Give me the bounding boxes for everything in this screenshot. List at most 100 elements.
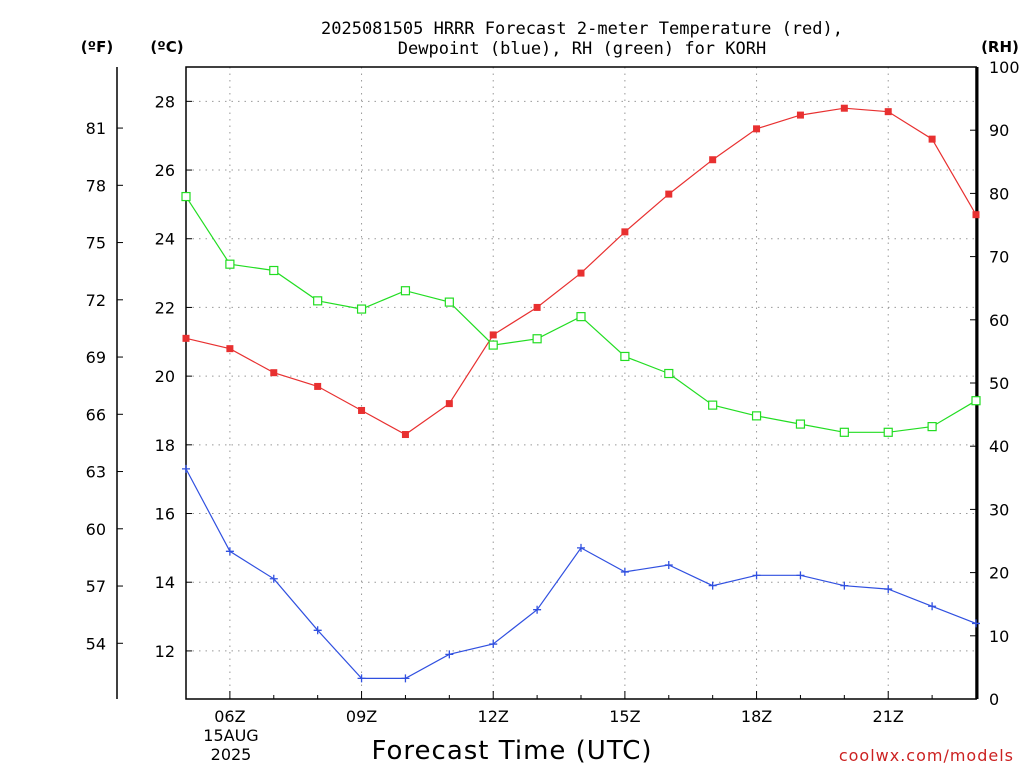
rh-tick-label: 90 xyxy=(989,121,1009,140)
x-tick-label: 06Z xyxy=(214,707,245,726)
celsius-tick-label: 20 xyxy=(155,367,175,386)
temperature-point xyxy=(182,334,190,342)
rh-point xyxy=(620,351,630,362)
rh-point xyxy=(400,286,411,296)
fahrenheit-tick-label: 75 xyxy=(86,234,106,253)
dewpoint-point xyxy=(401,674,410,683)
dewpoint-point xyxy=(533,605,542,614)
temperature-point xyxy=(840,104,848,112)
temperature-point xyxy=(533,303,541,311)
x-tick-label: 15Z xyxy=(609,707,640,726)
x-axis-title: Forecast Time (UTC) xyxy=(371,736,652,766)
temperature-point xyxy=(621,228,629,236)
rh-tick-label: 100 xyxy=(989,58,1020,77)
x-tick-label: 09Z xyxy=(346,707,377,726)
dewpoint-point xyxy=(752,571,761,580)
rh-point xyxy=(576,312,586,322)
x-date-label-year: 2025 xyxy=(211,745,252,764)
dewpoint-point xyxy=(182,464,190,473)
temperature-point xyxy=(709,156,717,164)
rh-point xyxy=(225,259,235,269)
temperature-point xyxy=(401,431,409,439)
rh-tick-label: 50 xyxy=(989,374,1009,393)
dewpoint-point xyxy=(357,674,366,683)
dewpoint-point xyxy=(620,567,629,576)
celsius-tick-label: 28 xyxy=(155,92,175,111)
temperature-point xyxy=(972,211,980,219)
fahrenheit-tick-label: 81 xyxy=(86,119,106,138)
fahrenheit-tick-label: 66 xyxy=(86,405,106,424)
chart-title-line2: Dewpoint (blue), RH (green) for KORH xyxy=(398,39,766,59)
rh-tick-label: 30 xyxy=(989,500,1009,519)
celsius-tick-label: 16 xyxy=(155,505,175,524)
dewpoint-point xyxy=(664,561,673,570)
rh-tick-label: 60 xyxy=(989,311,1009,330)
rh-point xyxy=(927,422,937,432)
temperature-point xyxy=(314,382,322,390)
dewpoint-point xyxy=(708,581,717,590)
fahrenheit-tick-label: 78 xyxy=(86,176,106,195)
rh-point xyxy=(971,396,981,406)
dewpoint-point xyxy=(445,650,454,659)
temperature-point xyxy=(665,190,673,198)
rh-point xyxy=(488,340,498,350)
rh-point xyxy=(708,400,718,410)
temperature-point xyxy=(796,111,804,119)
celsius-tick-label: 18 xyxy=(155,436,175,455)
rh-tick-label: 20 xyxy=(989,564,1009,583)
x-date-label-day: 15AUG xyxy=(203,726,258,745)
dewpoint-line xyxy=(185,468,977,680)
rh-point xyxy=(664,368,674,379)
dewpoint-point xyxy=(269,574,278,583)
fahrenheit-tick-label: 72 xyxy=(86,291,106,310)
dewpoint-point xyxy=(489,640,498,649)
fahrenheit-tick-label: 69 xyxy=(86,348,106,367)
dewpoint-point xyxy=(225,547,234,556)
rh-tick-label: 40 xyxy=(989,437,1009,456)
rh-tick-label: 10 xyxy=(989,627,1009,646)
celsius-tick-label: 22 xyxy=(155,298,175,317)
rh-point xyxy=(751,411,762,421)
dewpoint-point xyxy=(928,602,937,611)
dewpoint-point xyxy=(884,585,893,594)
rh-point xyxy=(532,334,542,344)
axis-ticks: 12 14 16 18 20 22 24 26 28 54 57 60 63 66 69 72 75 78 81 0 1… xyxy=(86,58,1020,726)
fahrenheit-tick-label: 54 xyxy=(86,634,106,653)
temperature-point xyxy=(884,108,892,116)
celsius-tick-label: 24 xyxy=(155,230,175,249)
dewpoint-point xyxy=(972,619,980,628)
dewpoint-point xyxy=(577,543,585,552)
data-series xyxy=(181,104,981,683)
rh-tick-label: 70 xyxy=(989,248,1009,267)
celsius-unit-label: (ºC) xyxy=(150,38,183,56)
rh-point xyxy=(839,427,849,437)
fahrenheit-tick-label: 63 xyxy=(86,463,106,482)
celsius-tick-label: 26 xyxy=(155,161,175,180)
x-tick-label: 21Z xyxy=(873,707,904,726)
temperature-point xyxy=(226,345,234,353)
credit-text: coolwx.com/models xyxy=(839,746,1014,765)
fahrenheit-tick-label: 60 xyxy=(86,520,106,539)
dewpoint-point xyxy=(840,581,849,590)
rh-point xyxy=(795,419,806,429)
rh-tick-label: 0 xyxy=(989,690,999,709)
temperature-point xyxy=(358,406,366,414)
plot-frame xyxy=(185,66,977,700)
chart-title-line1: 2025081505 HRRR Forecast 2-meter Tempera… xyxy=(321,19,843,39)
dewpoint-point xyxy=(313,626,322,635)
rh-tick-label: 80 xyxy=(989,184,1009,203)
grid-lines xyxy=(186,67,976,699)
fahrenheit-tick-label: 57 xyxy=(86,577,106,596)
rh-unit-label: (RH) xyxy=(981,38,1019,56)
x-tick-label: 12Z xyxy=(478,707,509,726)
fahrenheit-unit-label: (ºF) xyxy=(81,38,113,56)
temperature-point xyxy=(489,331,497,339)
rh-point xyxy=(181,191,191,202)
rh-point xyxy=(883,427,893,437)
celsius-tick-label: 12 xyxy=(155,642,175,661)
temperature-point xyxy=(445,400,453,408)
temperature-point xyxy=(753,125,761,133)
x-tick-label: 18Z xyxy=(741,707,772,726)
dewpoint-point xyxy=(796,571,805,580)
rh-point xyxy=(444,297,454,307)
